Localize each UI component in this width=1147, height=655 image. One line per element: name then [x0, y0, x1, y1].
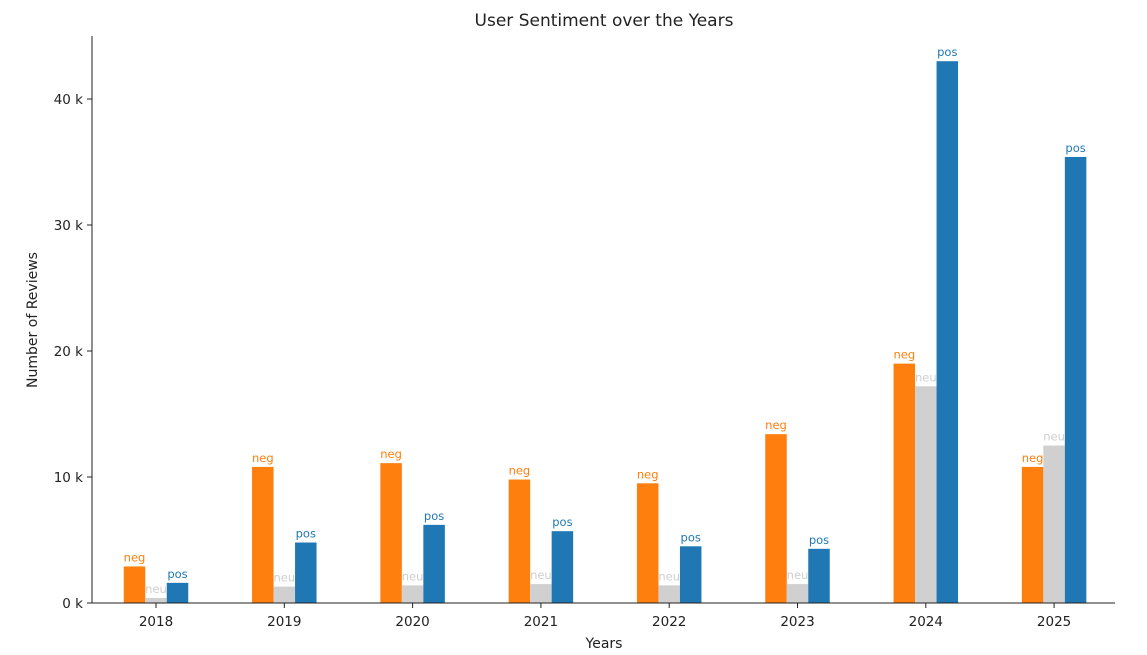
bar-pos-2022 [679, 546, 702, 603]
x-tick-label: 2022 [652, 614, 686, 630]
bar-label-neg-2020: neg [380, 447, 402, 461]
bar-label-neu-2020: neu [402, 569, 424, 583]
bar-pos-2019 [295, 542, 317, 603]
y-axis-label: Number of Reviews [25, 252, 41, 388]
bar-pos-2018 [166, 582, 189, 603]
bar-neu-2021 [530, 584, 552, 603]
bar-pos-2021 [551, 531, 574, 603]
y-tick-label: 0 k [62, 596, 83, 612]
x-tick-label: 2024 [909, 614, 943, 630]
y-tick-label: 10 k [54, 470, 83, 486]
bar-pos-2023 [808, 548, 830, 603]
bar-neu-2025 [1043, 445, 1065, 603]
y-tick-label: 30 k [54, 218, 83, 234]
bar-neg-2019 [252, 466, 274, 603]
x-tick-label: 2025 [1037, 614, 1071, 630]
bar-label-neu-2018: neu [145, 582, 167, 596]
bar-neu-2023 [786, 584, 809, 603]
bar-label-neu-2024: neu [915, 370, 937, 384]
bar-label-pos-2025: pos [1065, 141, 1085, 155]
bar-label-neg-2021: neg [509, 464, 531, 478]
bar-neg-2023 [765, 434, 787, 603]
bar-label-neu-2019: neu [273, 571, 295, 585]
bar-neu-2024 [915, 386, 937, 603]
bar-neg-2018 [123, 566, 146, 603]
bar-label-pos-2023: pos [809, 533, 829, 547]
bar-label-pos-2020: pos [424, 509, 444, 523]
bar-label-pos-2022: pos [681, 530, 701, 544]
x-axis-label: Years [585, 636, 623, 652]
bar-label-neg-2024: neg [893, 348, 915, 362]
bar-label-pos-2018: pos [167, 567, 187, 581]
x-tick-label: 2020 [395, 614, 429, 630]
bar-neu-2020 [401, 585, 424, 603]
x-tick-label: 2021 [524, 614, 558, 630]
x-tick-label: 2023 [780, 614, 814, 630]
x-ticks-group: 2018 2019 2020 2021 2022 2023 2024 2025 [139, 603, 1071, 630]
bar-labels-group: negneuposnegneuposnegneuposnegneuposnegn… [124, 45, 1086, 596]
y-ticks-group: 0 k 10 k 20 k 30 k 40 k [54, 92, 92, 612]
bars-group [123, 61, 1087, 603]
bar-label-neu-2021: neu [530, 568, 552, 582]
bar-pos-2024 [936, 61, 959, 603]
bar-label-neg-2019: neg [252, 451, 274, 465]
bar-label-neu-2023: neu [787, 568, 809, 582]
bar-label-pos-2024: pos [937, 45, 957, 59]
bar-neu-2022 [658, 585, 680, 603]
bar-neg-2025 [1021, 466, 1044, 603]
y-tick-label: 20 k [54, 344, 83, 360]
bar-neg-2022 [636, 483, 659, 603]
bar-neg-2021 [508, 479, 531, 603]
bar-label-neu-2022: neu [658, 569, 680, 583]
chart-title: User Sentiment over the Years [475, 11, 734, 31]
bar-label-neg-2018: neg [124, 550, 146, 564]
x-tick-label: 2019 [267, 614, 301, 630]
bar-label-pos-2019: pos [296, 527, 316, 541]
bar-neg-2020 [380, 463, 402, 603]
bar-pos-2020 [423, 524, 445, 603]
bar-pos-2025 [1064, 156, 1087, 603]
y-tick-label: 40 k [54, 92, 83, 108]
bar-neu-2018 [145, 597, 167, 603]
bar-label-neg-2025: neg [1022, 451, 1044, 465]
bar-label-neg-2022: neg [637, 467, 659, 481]
bar-label-neu-2025: neu [1043, 430, 1065, 444]
bar-label-neg-2023: neg [765, 418, 787, 432]
bar-neg-2024 [893, 363, 916, 603]
bar-neu-2019 [273, 586, 296, 603]
x-tick-label: 2018 [139, 614, 173, 630]
bar-label-pos-2021: pos [552, 515, 572, 529]
